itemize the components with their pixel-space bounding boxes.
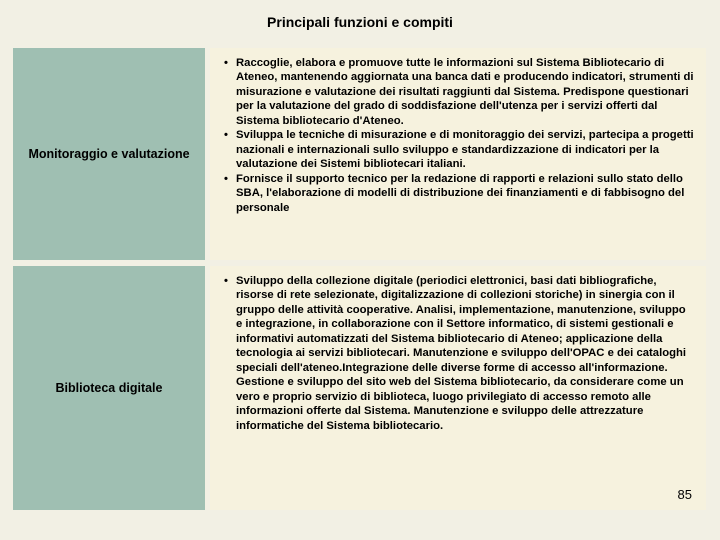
bullet-item: Sviluppo della collezione digitale (peri… — [214, 274, 694, 433]
row-content-biblioteca: Sviluppo della collezione digitale (peri… — [210, 266, 706, 510]
bullet-item: Fornisce il supporto tecnico per la reda… — [214, 172, 694, 215]
row-label-text: Biblioteca digitale — [56, 380, 163, 396]
functions-table: Monitoraggio e valutazione Raccoglie, el… — [13, 48, 706, 510]
bullet-list: Raccoglie, elabora e promuove tutte le i… — [214, 56, 694, 215]
bullet-list: Sviluppo della collezione digitale (peri… — [214, 274, 694, 433]
row-label-biblioteca: Biblioteca digitale — [13, 266, 205, 510]
bullet-item: Sviluppa le tecniche di misurazione e di… — [214, 128, 694, 171]
row-content-monitoraggio: Raccoglie, elabora e promuove tutte le i… — [210, 48, 706, 260]
bullet-item: Raccoglie, elabora e promuove tutte le i… — [214, 56, 694, 128]
row-label-text: Monitoraggio e valutazione — [28, 146, 189, 162]
slide-title: Principali funzioni e compiti — [0, 0, 720, 48]
page-number: 85 — [678, 487, 692, 502]
row-label-monitoraggio: Monitoraggio e valutazione — [13, 48, 205, 260]
